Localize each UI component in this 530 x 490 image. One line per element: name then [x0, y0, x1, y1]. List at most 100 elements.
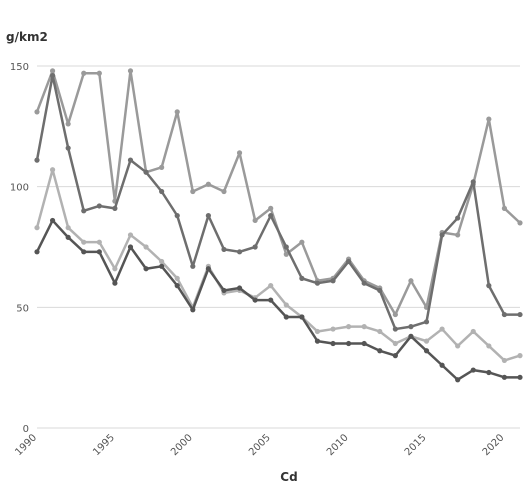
data-point — [392, 340, 398, 347]
data-point — [377, 328, 383, 335]
y-unit-label: g/km2 — [6, 30, 48, 44]
data-point — [314, 338, 321, 344]
y-tick-labels: 0 50 100 150 — [10, 62, 29, 435]
data-point — [283, 244, 289, 250]
data-point — [361, 340, 367, 347]
data-point — [377, 348, 383, 354]
data-point — [221, 246, 227, 253]
x-tick-label: 2005 — [247, 432, 273, 458]
data-point — [205, 266, 211, 272]
data-point — [143, 266, 149, 272]
data-point — [252, 297, 258, 303]
data-point — [268, 297, 274, 303]
data-point — [143, 244, 149, 250]
data-point — [361, 280, 367, 286]
data-point — [34, 109, 40, 115]
y-tick-label: 0 — [23, 424, 29, 435]
data-point — [470, 367, 476, 373]
data-point — [501, 357, 508, 364]
data-point — [299, 275, 305, 281]
data-point — [159, 258, 165, 265]
x-tick-label: 1995 — [91, 432, 117, 458]
data-point — [501, 311, 508, 318]
x-tick-label: 2020 — [481, 432, 507, 458]
data-point — [501, 374, 508, 380]
data-point — [236, 285, 243, 291]
data-point — [252, 217, 258, 224]
data-point — [49, 167, 56, 173]
data-point — [96, 203, 102, 209]
data-point — [314, 280, 321, 286]
data-point — [174, 213, 180, 219]
series-line-2 — [35, 74, 520, 331]
data-point — [283, 302, 289, 308]
data-point — [174, 109, 180, 115]
data-point — [65, 145, 71, 151]
data-point — [486, 116, 492, 122]
y-tick-label: 50 — [16, 303, 29, 314]
data-point — [174, 283, 180, 289]
data-point — [392, 353, 398, 359]
data-point — [159, 164, 165, 170]
data-point — [517, 311, 523, 318]
data-point — [34, 249, 40, 255]
data-point — [190, 188, 196, 195]
data-point — [408, 278, 414, 284]
data-point — [486, 283, 492, 289]
data-point — [236, 150, 243, 156]
data-point — [205, 213, 211, 219]
series-line-1 — [35, 69, 521, 316]
data-point — [96, 239, 102, 245]
data-point — [330, 340, 336, 347]
data-point — [252, 244, 258, 250]
data-point — [361, 324, 367, 330]
data-point — [81, 249, 87, 255]
data-point — [268, 213, 274, 219]
data-point — [49, 217, 56, 224]
data-point — [330, 278, 336, 284]
data-point — [486, 369, 492, 376]
data-point — [174, 275, 180, 281]
data-point — [65, 234, 71, 240]
data-point — [143, 169, 149, 175]
data-point — [127, 232, 134, 238]
data-point — [423, 348, 430, 354]
data-point — [81, 70, 87, 76]
data-point — [470, 179, 476, 185]
data-point — [49, 68, 56, 74]
data-point — [127, 244, 134, 250]
data-point — [49, 73, 56, 79]
data-point — [423, 319, 430, 325]
grid-lines — [37, 65, 520, 429]
data-point — [299, 314, 305, 320]
data-point — [392, 326, 398, 332]
data-point — [455, 377, 461, 383]
y-tick-label: 150 — [10, 62, 29, 73]
data-point — [34, 157, 40, 163]
data-point — [517, 220, 523, 226]
data-point — [283, 314, 289, 320]
data-point — [112, 205, 118, 211]
data-point — [34, 225, 40, 231]
data-point — [190, 263, 196, 269]
data-point — [408, 333, 414, 339]
data-point — [455, 215, 461, 221]
data-point — [392, 311, 398, 318]
data-point — [268, 205, 274, 211]
data-point — [486, 343, 492, 349]
data-point — [439, 362, 445, 368]
data-point — [205, 181, 211, 187]
data-point — [299, 239, 305, 245]
data-point — [439, 232, 445, 238]
data-point — [112, 280, 118, 286]
x-tick-label: 2000 — [169, 432, 195, 458]
data-point — [112, 266, 118, 272]
data-point — [221, 188, 227, 195]
data-point — [236, 249, 243, 255]
y-tick-label: 100 — [10, 183, 29, 194]
data-point — [455, 343, 461, 349]
data-point — [330, 326, 336, 332]
data-point — [455, 232, 461, 238]
data-point — [81, 208, 87, 214]
series-lines — [34, 68, 523, 383]
